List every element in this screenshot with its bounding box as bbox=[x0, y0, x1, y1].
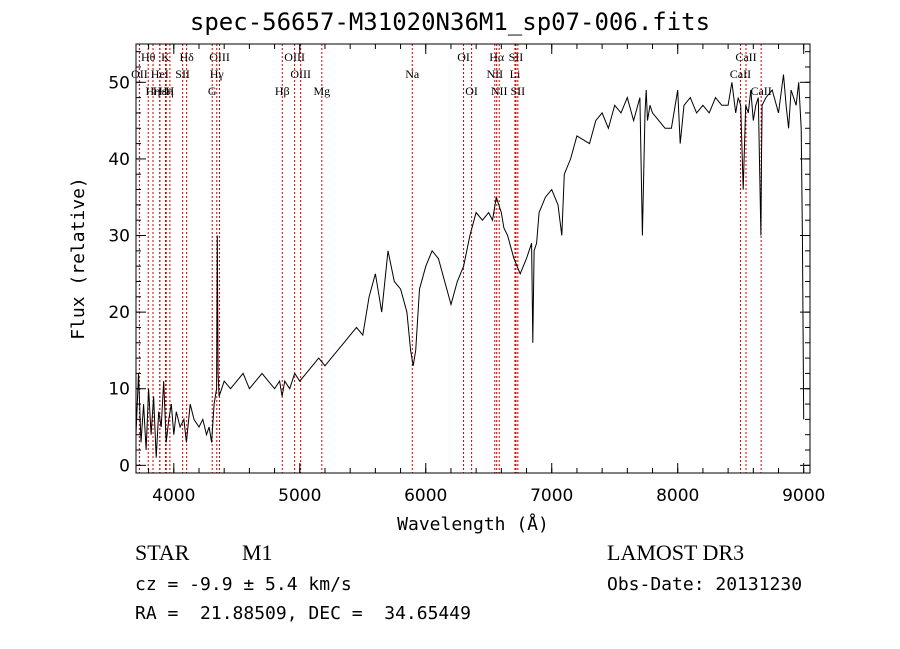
obs-date-label: Obs-Date: 20131230 bbox=[607, 574, 803, 595]
class-label: STAR bbox=[135, 540, 190, 565]
line-label: Li bbox=[510, 67, 521, 81]
line-label: NII bbox=[486, 67, 503, 81]
y-tick-label: 50 bbox=[108, 73, 130, 93]
line-label: Hα bbox=[489, 50, 505, 64]
line-label: Hθ bbox=[141, 50, 156, 64]
x-axis-label: Wavelength (Å) bbox=[397, 513, 549, 535]
line-label: CaII bbox=[730, 67, 751, 81]
line-label: OIII bbox=[284, 50, 305, 64]
line-label: SII bbox=[175, 67, 190, 81]
line-label: Mg bbox=[313, 84, 330, 98]
line-label: CaII bbox=[750, 84, 771, 98]
line-label: HeI bbox=[151, 67, 169, 81]
line-label: OIII bbox=[290, 67, 311, 81]
line-label: SII bbox=[509, 50, 524, 64]
line-label: Hε bbox=[153, 84, 167, 98]
redshift-label: cz = -9.9 ± 5.4 km/s bbox=[135, 574, 352, 595]
y-tick-label: 30 bbox=[108, 227, 130, 247]
x-tick-label: 7000 bbox=[530, 486, 573, 506]
line-label: OIII bbox=[209, 50, 230, 64]
y-tick-label: 40 bbox=[108, 150, 130, 170]
line-label: OI bbox=[465, 84, 478, 98]
subclass-label: M1 bbox=[242, 540, 273, 565]
coordinates-label: RA = 21.88509, DEC = 34.65449 bbox=[135, 603, 471, 624]
chart-title: spec-56657-M31020N36M1_sp07-006.fits bbox=[189, 8, 711, 36]
line-label: NII bbox=[491, 84, 508, 98]
line-label: Na bbox=[405, 67, 420, 81]
line-label: K bbox=[161, 50, 170, 64]
line-label: SII bbox=[511, 84, 526, 98]
x-tick-label: 9000 bbox=[782, 486, 825, 506]
line-label: Hγ bbox=[210, 67, 225, 81]
line-label: Hδ bbox=[179, 50, 194, 64]
x-tick-label: 5000 bbox=[278, 486, 321, 506]
line-label: G bbox=[208, 84, 217, 98]
plot-frame bbox=[135, 43, 811, 474]
line-label: Hη bbox=[159, 84, 174, 98]
line-label: OII bbox=[131, 67, 148, 81]
line-label: OI bbox=[457, 50, 470, 64]
line-label: H bbox=[166, 84, 175, 98]
line-label: Hβ bbox=[275, 84, 290, 98]
y-tick-label: 20 bbox=[108, 303, 130, 323]
y-tick-label: 10 bbox=[108, 380, 130, 400]
line-label: CaII bbox=[735, 50, 756, 64]
x-tick-label: 4000 bbox=[152, 486, 195, 506]
line-label: Hη bbox=[146, 84, 161, 98]
x-tick-label: 6000 bbox=[404, 486, 447, 506]
survey-label: LAMOST DR3 bbox=[607, 540, 745, 565]
spectrum-line bbox=[135, 74, 805, 458]
x-tick-label: 8000 bbox=[656, 486, 699, 506]
y-tick-label: 0 bbox=[119, 456, 130, 476]
y-axis-label: Flux (relative) bbox=[68, 177, 89, 340]
